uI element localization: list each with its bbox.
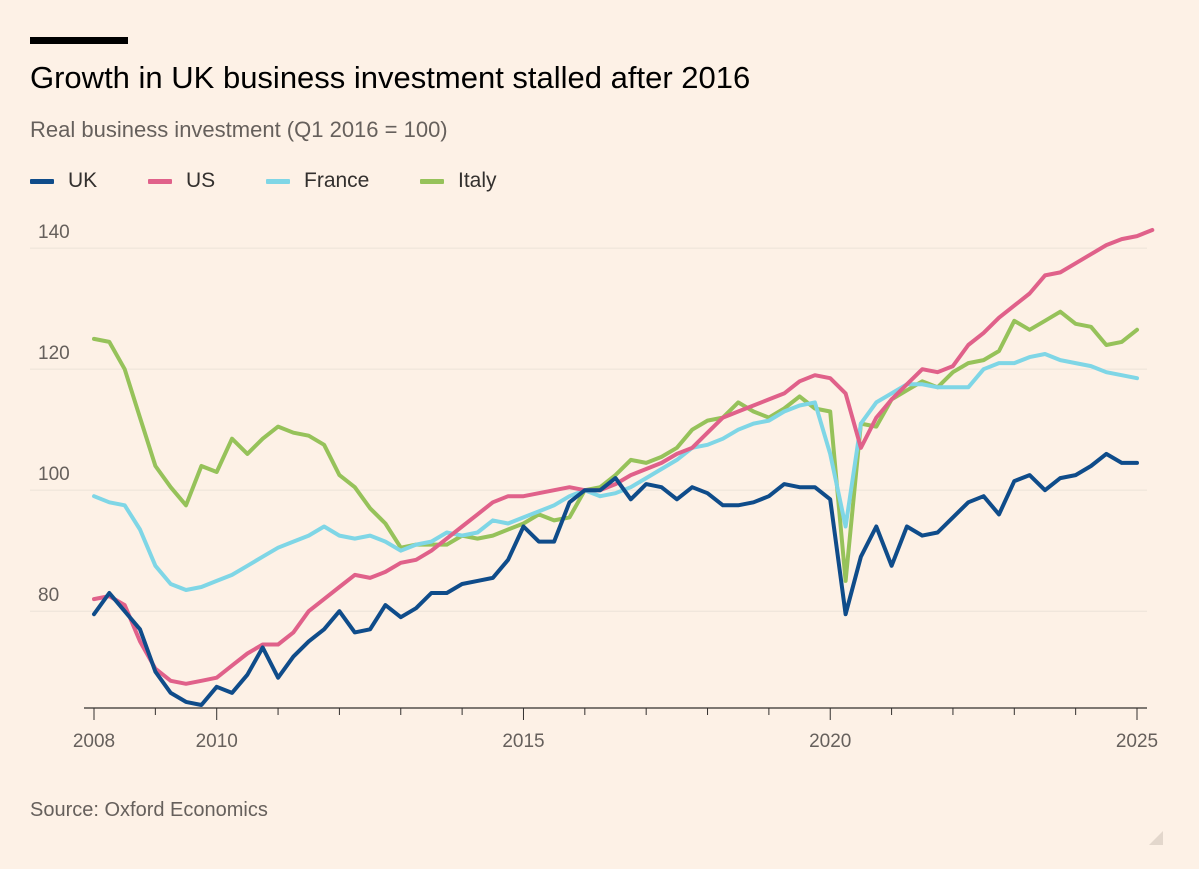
line-chart: 80 100 120 140 2008 2010 2015 2020 2025 <box>30 222 1158 752</box>
gridlines <box>30 247 1147 612</box>
series-line-france <box>92 352 1139 592</box>
y-tick-label: 100 <box>38 464 70 485</box>
legend-swatch-italy <box>420 178 444 184</box>
legend-label-uk: UK <box>68 169 98 192</box>
legend-label-france: France <box>304 169 370 192</box>
x-tick-label: 2015 <box>502 731 544 752</box>
chart-source: Source: Oxford Economics <box>30 799 268 821</box>
legend-swatch-us <box>148 178 172 184</box>
resize-corner-icon <box>1149 831 1163 845</box>
legend-label-italy: Italy <box>458 169 497 192</box>
title-rule <box>30 37 128 44</box>
chart-title: Growth in UK business investment stalled… <box>30 60 751 95</box>
y-tick-label: 140 <box>38 222 70 243</box>
chart-plot-area: 80 100 120 140 2008 2010 2015 2020 2025 <box>0 210 1199 770</box>
legend-label-us: US <box>186 169 216 192</box>
chart-subtitle: Real business investment (Q1 2016 = 100) <box>30 117 448 142</box>
legend-item-france: France <box>266 166 369 196</box>
legend-item-italy: Italy <box>420 166 497 196</box>
legend-swatch-france <box>266 178 290 184</box>
x-tick-label: 2008 <box>73 731 115 752</box>
legend-swatch-uk <box>30 178 54 184</box>
y-tick-label: 120 <box>38 343 70 364</box>
legend-item-uk: UK <box>30 166 97 196</box>
tick-labels: 80 100 120 140 2008 2010 2015 2020 2025 <box>38 222 1158 752</box>
x-axis <box>84 707 1147 720</box>
series-line-us <box>92 228 1155 686</box>
series-line-italy <box>92 309 1139 583</box>
series-lines <box>92 228 1155 707</box>
x-tick-label: 2020 <box>809 731 851 752</box>
x-tick-label: 2010 <box>196 731 238 752</box>
series-line-uk <box>92 451 1139 707</box>
legend-item-us: US <box>148 166 215 196</box>
y-tick-label: 80 <box>38 585 59 606</box>
x-tick-label: 2025 <box>1116 731 1158 752</box>
